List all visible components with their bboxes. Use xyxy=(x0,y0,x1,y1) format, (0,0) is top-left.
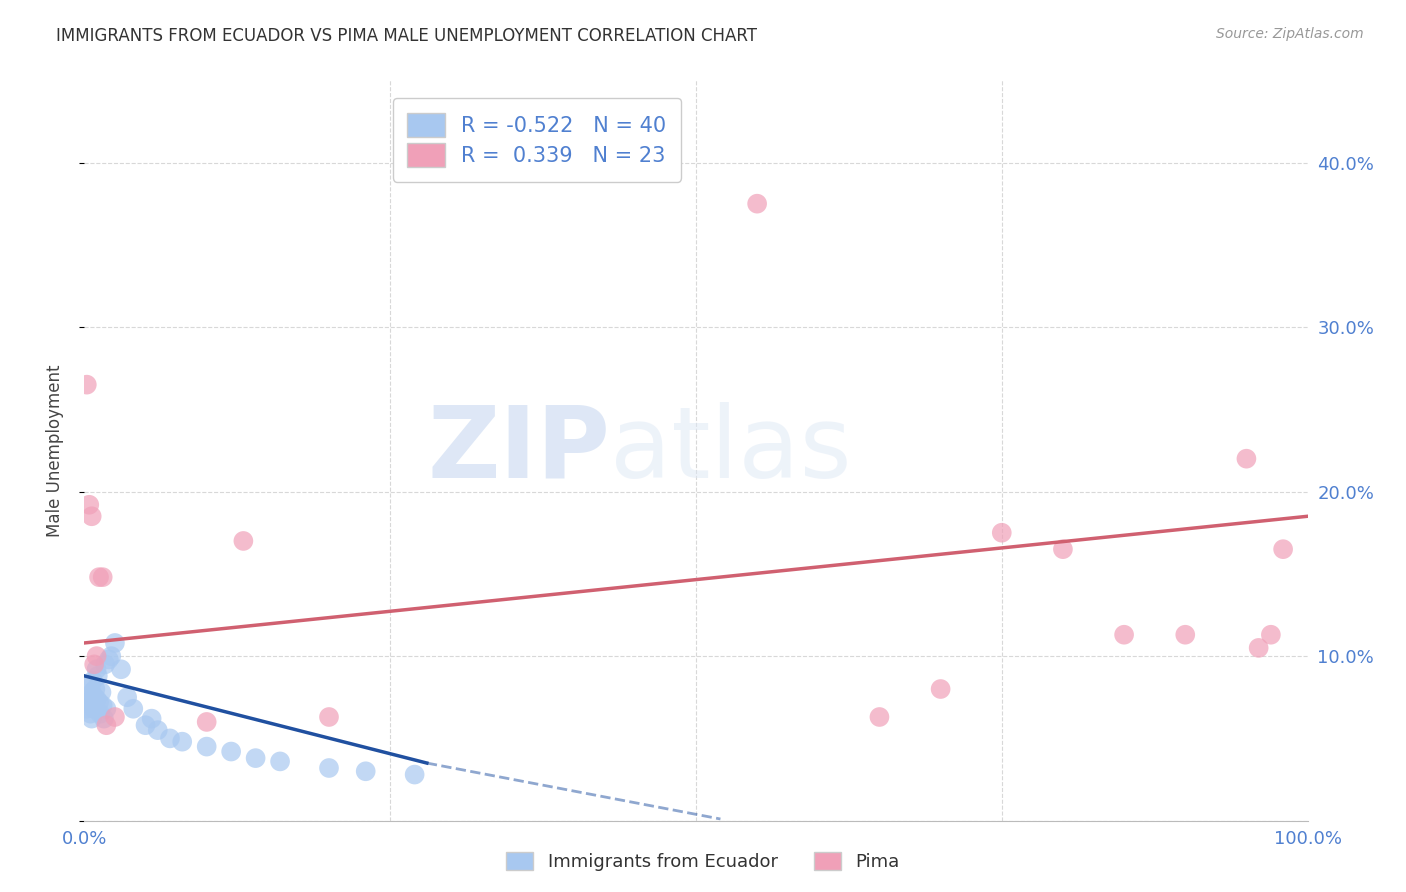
Point xyxy=(84,681,107,696)
Point xyxy=(318,710,340,724)
Point xyxy=(747,196,769,211)
Point xyxy=(77,498,100,512)
Point xyxy=(79,706,101,721)
Point xyxy=(172,734,194,748)
Point xyxy=(96,702,118,716)
Point xyxy=(89,706,111,721)
Point xyxy=(232,533,254,548)
Point xyxy=(77,689,100,703)
Point xyxy=(869,710,891,724)
Point xyxy=(195,714,218,729)
Point xyxy=(1174,628,1197,642)
Text: IMMIGRANTS FROM ECUADOR VS PIMA MALE UNEMPLOYMENT CORRELATION CHART: IMMIGRANTS FROM ECUADOR VS PIMA MALE UNE… xyxy=(56,27,758,45)
Point xyxy=(318,761,340,775)
Text: atlas: atlas xyxy=(610,402,852,499)
Point xyxy=(87,669,110,683)
Point xyxy=(100,649,122,664)
Point xyxy=(86,692,108,706)
Point xyxy=(354,764,377,779)
Point xyxy=(87,570,110,584)
Legend: R = -0.522   N = 40, R =  0.339   N = 23: R = -0.522 N = 40, R = 0.339 N = 23 xyxy=(392,98,681,182)
Point xyxy=(991,525,1014,540)
Point xyxy=(79,679,101,693)
Point xyxy=(91,698,114,713)
Point xyxy=(80,509,103,524)
Point xyxy=(269,755,291,769)
Point xyxy=(1272,542,1295,557)
Point xyxy=(1247,640,1270,655)
Point xyxy=(94,657,117,672)
Point xyxy=(122,702,145,716)
Point xyxy=(1052,542,1074,557)
Point xyxy=(83,702,105,716)
Point xyxy=(80,685,103,699)
Point xyxy=(96,718,118,732)
Point xyxy=(90,685,112,699)
Point xyxy=(1260,628,1282,642)
Point xyxy=(219,745,242,759)
Point xyxy=(159,731,181,746)
Point xyxy=(82,698,104,713)
Point xyxy=(115,690,138,705)
Legend: Immigrants from Ecuador, Pima: Immigrants from Ecuador, Pima xyxy=(499,845,907,879)
Point xyxy=(87,695,110,709)
Point xyxy=(91,570,114,584)
Point xyxy=(83,657,105,672)
Point xyxy=(104,710,127,724)
Point xyxy=(1114,628,1136,642)
Point xyxy=(80,712,103,726)
Point xyxy=(83,690,105,705)
Point xyxy=(404,767,426,781)
Point xyxy=(1236,451,1258,466)
Point xyxy=(146,723,169,738)
Text: ZIP: ZIP xyxy=(427,402,610,499)
Point xyxy=(97,652,120,666)
Point xyxy=(141,712,163,726)
Point xyxy=(86,649,108,664)
Point xyxy=(929,681,952,696)
Point xyxy=(245,751,267,765)
Point xyxy=(93,712,115,726)
Point xyxy=(76,702,98,716)
Point xyxy=(77,695,100,709)
Point xyxy=(82,673,104,688)
Point xyxy=(76,377,98,392)
Point xyxy=(86,662,108,676)
Point xyxy=(135,718,157,732)
Point xyxy=(110,662,132,676)
Text: Source: ZipAtlas.com: Source: ZipAtlas.com xyxy=(1216,27,1364,41)
Y-axis label: Male Unemployment: Male Unemployment xyxy=(45,364,63,537)
Point xyxy=(104,636,127,650)
Point xyxy=(195,739,218,754)
